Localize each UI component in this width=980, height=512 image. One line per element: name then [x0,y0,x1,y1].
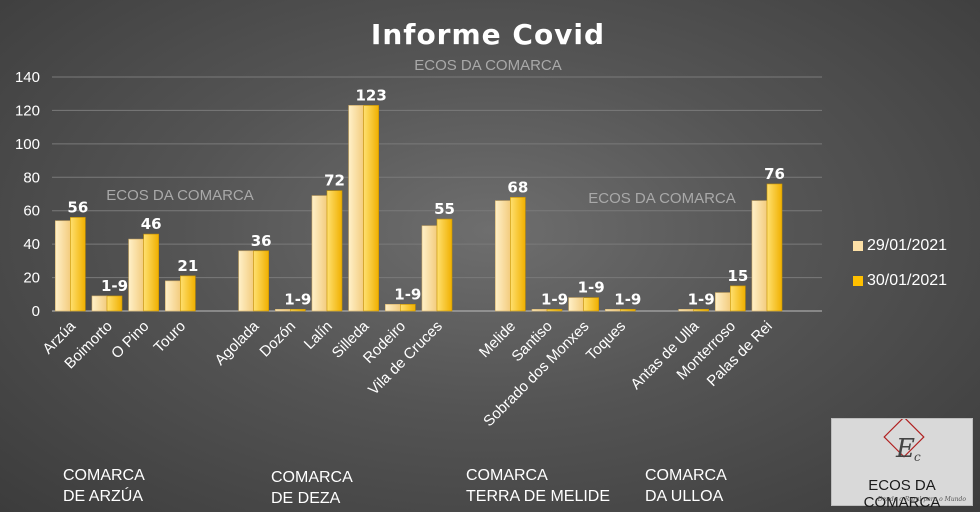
group-label-melide: COMARCA TERRA DE MELIDE [466,467,611,505]
group-label-arzua: COMARCA DE ARZÚA [63,467,145,505]
chart-title: Informe Covid [371,18,605,51]
bar-1-4 [238,250,254,312]
legend-swatch-series-2 [853,276,863,286]
data-label-5: 1-9 [284,290,311,308]
data-label-7: 123 [356,86,387,104]
bar-2-10 [510,197,526,312]
bar-2-4 [253,250,269,312]
legend-item-series-1: 29/01/2021 [853,237,947,255]
bar-1-15 [715,292,731,312]
bar-1-8 [385,304,401,312]
data-label-12: 1-9 [578,279,605,297]
legend-swatch-series-1 [853,241,863,251]
ecos-da-comarca-logo: E c ECOS DA COMARCA Dende o Rural para o… [831,418,973,511]
bar-2-8 [400,304,416,312]
bar-2-14 [693,309,709,312]
y-tick-label-120: 120 [15,102,40,119]
data-label-3: 21 [177,257,198,275]
svg-text:c: c [914,450,921,464]
logo-tagline: Dende o Rural para o Mundo [877,496,966,503]
bar-2-2 [143,233,159,312]
legend-label-series-1: 29/01/2021 [867,237,948,254]
legend-item-series-2: 30/01/2021 [853,272,947,290]
bar-1-10 [495,200,511,312]
x-tick-label-2: O Pino [108,318,152,362]
logo-mark-icon: E c [883,419,925,464]
y-tick-label-40: 40 [23,236,40,253]
data-label-1: 1-9 [101,277,128,295]
group-label-ulloa: COMARCA DA ULLOA [645,467,727,505]
bar-1-12 [568,297,584,312]
watermark-top: ECOS DA COMARCA [414,57,562,74]
data-label-16: 76 [764,165,785,183]
watermark-right: ECOS DA COMARCA [588,190,736,207]
bar-2-12 [583,297,599,312]
bar-2-9 [436,218,453,312]
bar-1-14 [678,309,694,312]
bar-2-13 [620,309,636,312]
legend-label-series-2: 30/01/2021 [867,272,948,289]
data-label-2: 46 [141,215,162,233]
bar-2-16 [766,183,783,312]
data-label-11: 1-9 [541,290,568,308]
bar-1-6 [311,195,328,312]
y-tick-label-140: 140 [15,69,40,86]
bar-2-1 [106,295,123,312]
y-tick-label-20: 20 [23,270,40,287]
bar-1-3 [165,280,181,312]
svg-text:E: E [895,434,915,464]
bar-1-16 [751,200,768,312]
bar-1-11 [531,309,548,312]
logo-name: ECOS DA COMARCA [863,477,941,511]
bar-1-2 [128,238,144,312]
bar-2-6 [326,190,343,312]
y-tick-label-80: 80 [23,169,40,186]
bar-1-9 [421,225,438,312]
bar-2-0 [70,217,86,312]
bar-1-13 [605,309,621,312]
data-label-0: 56 [67,198,88,216]
data-label-15: 15 [727,267,748,285]
bar-1-0 [55,220,71,312]
bar-2-7 [363,105,379,312]
y-tick-label-100: 100 [15,136,40,153]
group-label-deza: COMARCA DE DEZA [271,469,353,507]
bar-2-3 [180,275,196,312]
data-label-13: 1-9 [614,290,641,308]
y-tick-label-60: 60 [23,203,40,220]
data-label-6: 72 [324,172,345,190]
y-tick-label-0: 0 [32,303,40,320]
bar-2-5 [290,309,306,312]
bar-2-11 [546,309,563,312]
data-label-8: 1-9 [394,285,421,303]
bar-1-7 [348,105,364,312]
bar-1-5 [275,309,291,312]
data-label-10: 68 [507,178,528,196]
data-label-9: 55 [434,200,455,218]
data-label-14: 1-9 [688,290,715,308]
x-tick-label-13: Toques [583,318,629,364]
watermark-left: ECOS DA COMARCA [106,187,254,204]
data-label-4: 36 [251,232,272,250]
bar-1-1 [91,295,108,312]
x-tick-label-5: Dozón [256,318,299,361]
x-tick-label-4: Agolada [212,317,263,368]
bar-2-15 [730,285,746,312]
x-tick-label-3: Touro [151,318,190,357]
